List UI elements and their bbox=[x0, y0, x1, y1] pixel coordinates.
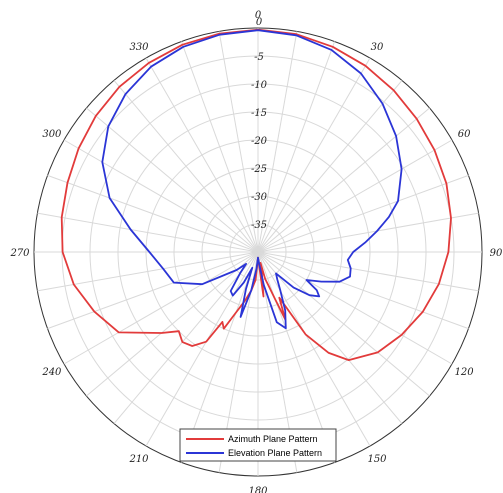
radial-tick-label: -10 bbox=[251, 80, 268, 91]
angle-tick-label: 60 bbox=[458, 129, 471, 140]
angle-tick-label: 210 bbox=[128, 454, 149, 465]
legend: Azimuth Plane Pattern Elevation Plane Pa… bbox=[180, 429, 336, 461]
radial-tick-label: -25 bbox=[251, 164, 267, 175]
radial-tick-label: -30 bbox=[251, 192, 268, 203]
angle-tick-label: 90 bbox=[490, 248, 503, 259]
legend-label-azimuth: Azimuth Plane Pattern bbox=[228, 434, 318, 444]
angle-tick-label: 120 bbox=[455, 367, 475, 378]
radial-tick-label: -15 bbox=[251, 108, 267, 119]
radial-tick-label: -20 bbox=[251, 136, 268, 147]
angle-tick-label: 30 bbox=[371, 42, 384, 53]
legend-label-elevation: Elevation Plane Pattern bbox=[228, 448, 322, 458]
angle-tick-label: 0 bbox=[255, 10, 262, 21]
radial-tick-label: -35 bbox=[251, 220, 267, 231]
angle-tick-label: 270 bbox=[9, 248, 30, 259]
angle-tick-label: 240 bbox=[41, 367, 62, 378]
angle-tick-label: 330 bbox=[129, 42, 149, 53]
angle-tick-label: 300 bbox=[42, 129, 62, 140]
radial-tick-label: -5 bbox=[254, 52, 264, 63]
angle-tick-label: 150 bbox=[367, 454, 387, 465]
angle-tick-label: 180 bbox=[248, 486, 268, 493]
